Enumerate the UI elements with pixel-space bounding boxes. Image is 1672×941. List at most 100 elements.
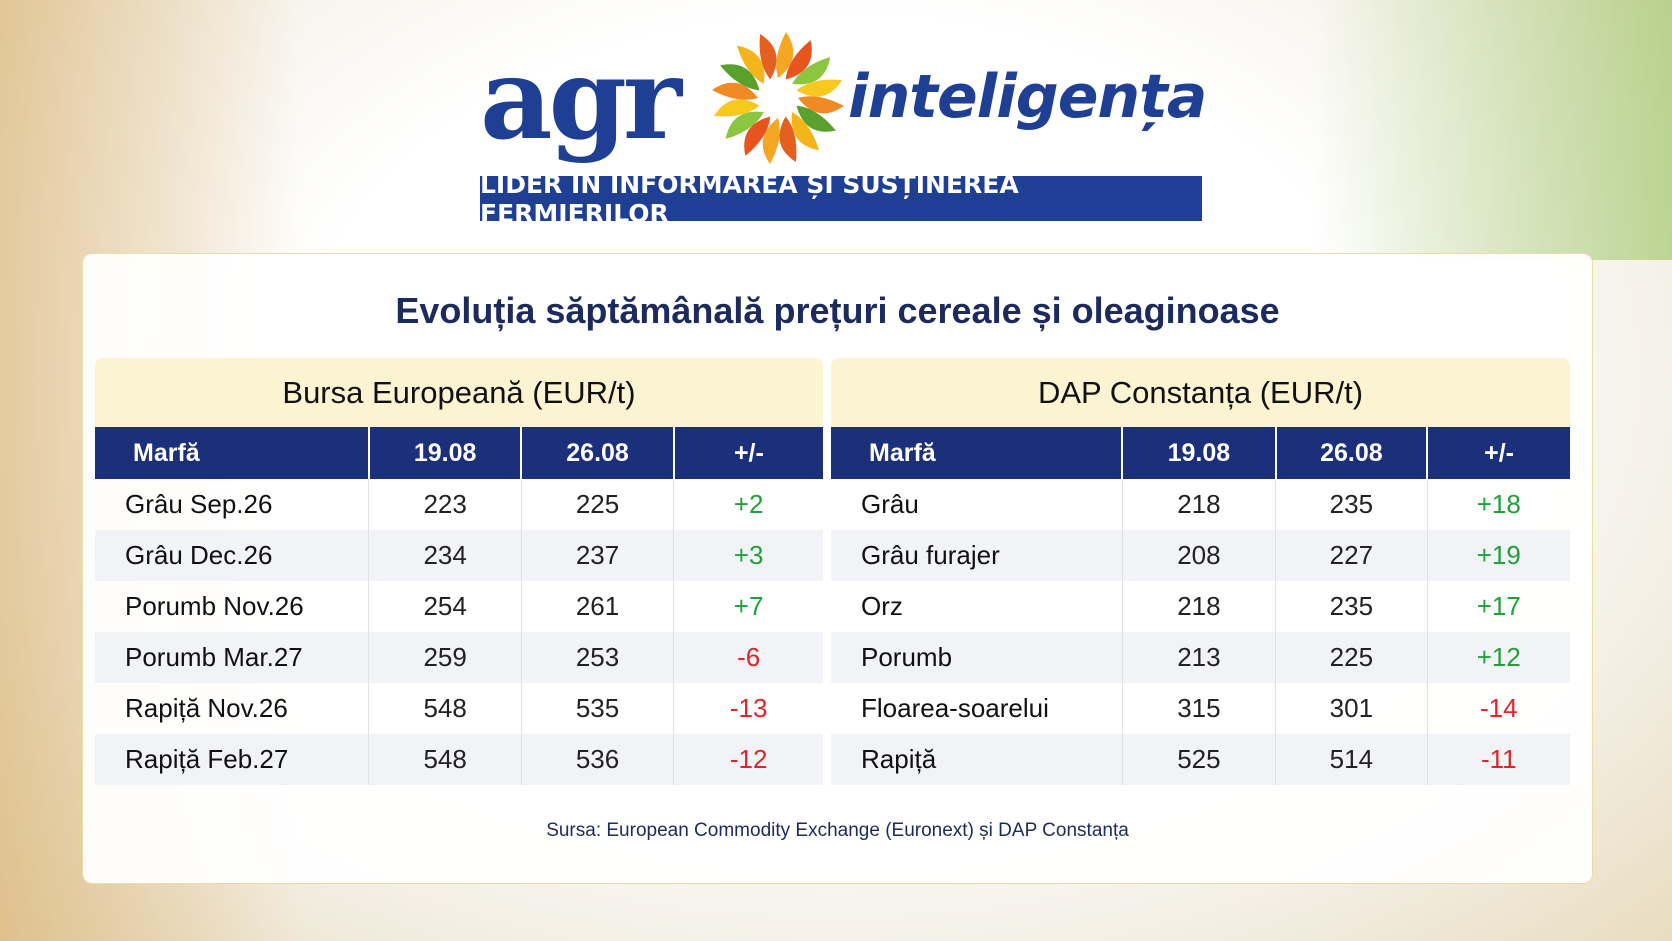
heading-row: DAP Constanța (EUR/t)	[831, 358, 1570, 427]
price: 237	[520, 530, 674, 581]
logo: agr inteligența	[480, 32, 1210, 165]
table-row: Grâu 218 235 +18	[831, 479, 1570, 530]
commodity: Porumb Mar.27	[95, 632, 369, 683]
price: 213	[1121, 632, 1276, 683]
petal	[736, 45, 765, 84]
table-row: Grâu furajer 208 227 +19	[831, 530, 1570, 581]
price: 514	[1275, 734, 1428, 785]
price: 235	[1275, 581, 1428, 632]
price: 548	[368, 683, 522, 734]
petal	[798, 96, 844, 114]
table-row: Rapiță 525 514 -11	[831, 734, 1570, 785]
heading-row: Bursa Europeană (EUR/t)	[95, 358, 823, 427]
change: +17	[1426, 581, 1570, 632]
table-row: Porumb Nov.26 254 261 +7	[95, 581, 823, 632]
price: 223	[368, 479, 522, 530]
table-row: Porumb Mar.27 259 253 -6	[95, 632, 823, 683]
table-row: Porumb 213 225 +12	[831, 632, 1570, 683]
column-header: 19.08	[367, 427, 522, 479]
price: 235	[1275, 479, 1428, 530]
change: +7	[673, 581, 823, 632]
logo-text: inteligența	[848, 62, 1207, 132]
source: Sursa: European Commodity Exchange (Euro…	[546, 820, 1129, 841]
petal	[796, 79, 843, 97]
price: 536	[520, 734, 674, 785]
table-row: Floarea-soarelui 315 301 -14	[831, 683, 1570, 734]
change: -12	[673, 734, 823, 785]
commodity: Porumb Nov.26	[125, 591, 304, 621]
corn-decor	[1312, 0, 1672, 260]
price: 535	[520, 683, 674, 734]
change: +2	[673, 479, 823, 530]
petal	[713, 99, 760, 117]
change: -13	[673, 683, 823, 734]
table-heading: DAP Constanța (EUR/t)	[831, 358, 1570, 427]
petal	[796, 105, 836, 132]
commodity: Grâu Dec.26	[95, 530, 369, 581]
change: +19	[1426, 530, 1570, 581]
price: 234	[368, 530, 522, 581]
petal	[792, 56, 831, 85]
logo-text: agr	[480, 34, 682, 165]
price: 259	[368, 632, 522, 683]
price: 208	[1121, 530, 1276, 581]
table: DAP Constanța (EUR/t) Marfă 19.08 26.08 +/- G…	[831, 358, 1570, 785]
header-row: Marfă 19.08 26.08 +/-	[95, 427, 823, 479]
price: 254	[368, 581, 522, 632]
title: Evoluția săptămânală prețuri cereale și …	[395, 290, 1280, 331]
petal	[776, 32, 794, 78]
column-header: 19.08	[1121, 427, 1276, 479]
table-row: Orz 218 235 +17	[831, 581, 1570, 632]
commodity: Rapiță Nov.26	[125, 693, 288, 723]
table-heading: Bursa Europeană (EUR/t)	[95, 358, 823, 427]
petal	[785, 40, 812, 80]
price: 301	[1275, 683, 1428, 734]
commodity: Floarea-soarelui	[861, 693, 1049, 723]
table-row: Rapiță Feb.27 548 536 -12	[95, 734, 823, 785]
column-header: Marfă	[95, 427, 369, 479]
commodity: Rapiță Feb.27	[95, 734, 369, 785]
change: +3	[673, 530, 823, 581]
commodity: Grâu Sep.26	[125, 489, 273, 519]
price: 225	[1275, 632, 1428, 683]
column-header: +/-	[1426, 427, 1570, 479]
commodity: Porumb	[831, 632, 1123, 683]
column-header: 26.08	[1274, 427, 1428, 479]
petal	[779, 116, 797, 163]
petal	[712, 82, 758, 100]
table-row: Grâu Dec.26 234 237 +3	[95, 530, 823, 581]
table: Bursa Europeană (EUR/t) Marfă 19.08 26.08 +/…	[95, 358, 823, 785]
commodity: Grâu furajer	[831, 530, 1123, 581]
column-header: 26.08	[520, 427, 674, 479]
price: 315	[1121, 683, 1276, 734]
column-header: +/-	[672, 427, 823, 479]
commodity: Grâu	[861, 489, 919, 519]
commodity: Orz	[861, 591, 903, 621]
commodity: Rapiță	[831, 734, 1123, 785]
petal	[791, 112, 820, 151]
price: 253	[520, 632, 674, 683]
price: 261	[520, 581, 674, 632]
price: 525	[1121, 734, 1276, 785]
card: Evoluția săptămânală prețuri cereale și …	[82, 253, 1593, 884]
change: +12	[1426, 632, 1570, 683]
change: -6	[673, 632, 823, 683]
logo-icon	[712, 32, 844, 164]
petal	[759, 33, 777, 80]
change: +18	[1426, 479, 1570, 530]
petal	[762, 118, 780, 164]
price: 225	[520, 479, 674, 530]
price: 218	[1121, 581, 1276, 632]
table-row: Grâu Sep.26 223 225 +2	[95, 479, 823, 530]
price: 227	[1275, 530, 1428, 581]
price: 548	[368, 734, 522, 785]
column-header: Marfă	[831, 427, 1123, 479]
petal	[720, 64, 760, 91]
change: -11	[1426, 734, 1570, 785]
tagline: LIDER ÎN INFORMAREA ȘI SUSȚINEREA FERMIE…	[480, 170, 1202, 228]
header-row: Marfă 19.08 26.08 +/-	[831, 427, 1570, 479]
change: -14	[1426, 683, 1570, 734]
petal	[725, 111, 764, 140]
price: 218	[1121, 479, 1276, 530]
